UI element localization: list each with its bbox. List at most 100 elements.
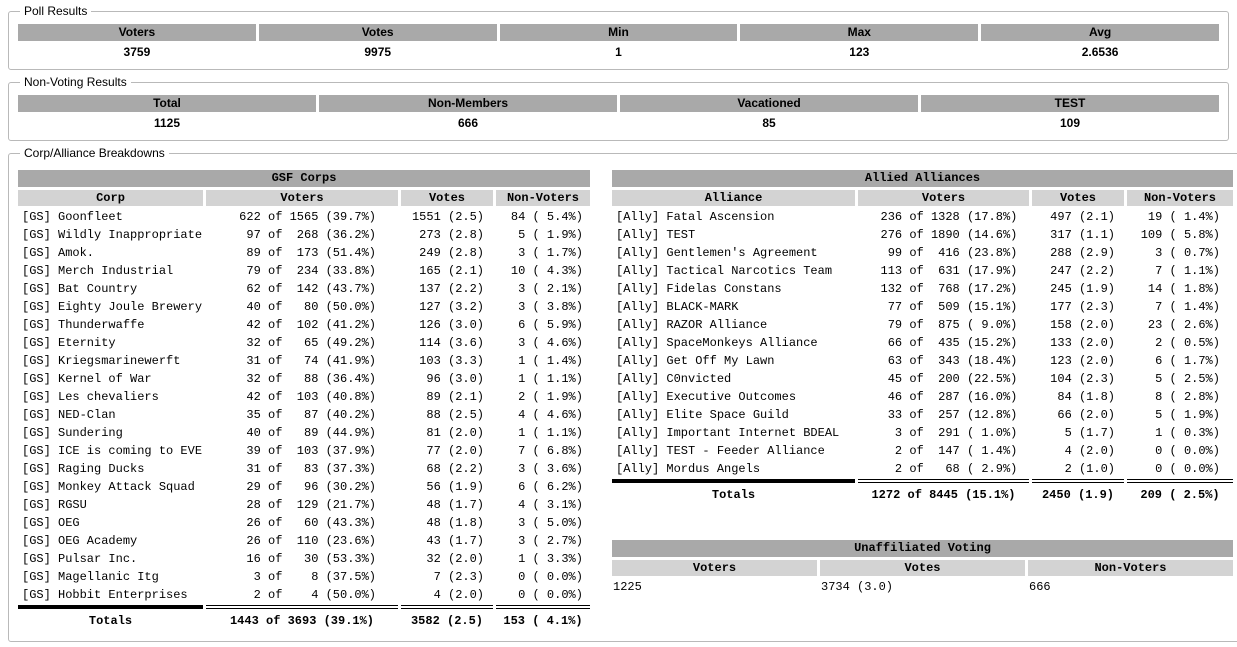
value-cell: 43 (1.7) (411, 534, 484, 548)
totals-value: 3582 (2.5) (401, 605, 493, 632)
name-cell: [Ally] Executive Outcomes (616, 390, 797, 404)
table-row: [GS] Eighty Joule Brewery 40 of 80 (50.0… (18, 298, 590, 316)
stat-column-header: Avg (981, 24, 1219, 41)
unaffiliated-voting-table: Unaffiliated Voting Voters Votes Non-Voter… (612, 540, 1233, 596)
table-row: [GS] RGSU 28 of 129 (21.7%) 48 (1.7) 4 (… (18, 496, 590, 514)
value-cell: 89 of 173 (51.4%) (231, 246, 377, 260)
non-voting-results-table: Total Non-Members Vacationed TEST 1125 666 85… (18, 95, 1219, 131)
column-header: Voters (206, 190, 398, 206)
value-cell: 46 of 287 (16.0%) (873, 390, 1018, 404)
name-cell: [Ally] Elite Space Guild (616, 408, 789, 422)
table-row: [GS] Kriegsmarinewerft 31 of 74 (41.9%) … (18, 352, 590, 370)
value-cell: 77 of 509 (15.1%) (873, 300, 1018, 314)
name-cell: [GS] Kriegsmarinewerft (22, 354, 181, 368)
value-cell: 113 of 631 (17.9%) (873, 264, 1018, 278)
value-cell: 97 of 268 (36.2%) (231, 228, 377, 242)
column-header: Votes (401, 190, 493, 206)
table-row: [Ally] TEST 276 of 1890 (14.6%) 317 (1.1… (612, 226, 1233, 244)
value-cell: 317 (1.1) (1042, 228, 1115, 242)
value-cell: 6 ( 5.9%) (503, 318, 583, 332)
value-cell: 35 of 87 (40.2%) (231, 408, 377, 422)
table-body: [Ally] Fatal Ascension 236 of 1328 (17.8… (612, 208, 1233, 506)
stat-header-row: Total Non-Members Vacationed TEST (18, 95, 1219, 112)
value-cell: 666 (1029, 580, 1051, 594)
value-cell: 42 of 102 (41.2%) (231, 318, 377, 332)
column-header-row: Voters Votes Non-Voters (612, 560, 1233, 576)
value-cell: 81 (2.0) (411, 426, 484, 440)
value-cell: 3 ( 1.7%) (503, 246, 583, 260)
stat-value: 9975 (364, 45, 392, 59)
value-cell: 28 of 129 (21.7%) (231, 498, 377, 512)
table-row: [GS] Bat Country 62 of 142 (43.7%) 137 (… (18, 280, 590, 298)
stat-value-row: 1125 666 85 109 (18, 114, 1219, 131)
name-cell: [Ally] Gentlemen's Agreement (616, 246, 818, 260)
table-row: [GS] Hobbit Enterprises 2 of 4 (50.0%) 4… (18, 586, 590, 604)
name-cell: [GS] Monkey Attack Squad (22, 480, 195, 494)
value-cell: 622 of 1565 (39.7%) (231, 210, 377, 224)
name-cell: [GS] Wildly Inappropriate (22, 228, 203, 242)
value-cell: 7 (2.3) (411, 570, 484, 584)
value-cell: 5 ( 2.5%) (1140, 372, 1220, 386)
totals-row: Totals 1443 of 3693 (39.1%) 3582 (2.5) 153 … (18, 605, 590, 632)
value-cell: 33 of 257 (12.8%) (873, 408, 1018, 422)
stat-value: 85 (762, 116, 776, 130)
value-cell: 3 ( 3.6%) (503, 462, 583, 476)
non-voting-results-fieldset: Non-Voting Results Total Non-Members Vacat… (8, 75, 1229, 141)
column-header: Votes (1032, 190, 1124, 206)
name-cell: [GS] Raging Ducks (22, 462, 145, 476)
value-cell: 79 of 875 ( 9.0%) (873, 318, 1018, 332)
table-row: [Ally] RAZOR Alliance 79 of 875 ( 9.0%) … (612, 316, 1233, 334)
stat-header-row: Voters Votes Min Max Avg (18, 24, 1219, 41)
value-cell: 5 ( 1.9%) (1140, 408, 1220, 422)
value-cell: 84 ( 5.4%) (503, 210, 583, 224)
name-cell: [Ally] TEST (616, 228, 696, 242)
stat-value: 3759 (123, 45, 151, 59)
table-row: 1225 3734 (3.0) 666 (612, 578, 1233, 596)
stat-value: 1 (615, 45, 622, 59)
value-cell: 26 of 60 (43.3%) (231, 516, 377, 530)
gsf-corps-table: GSF Corps Corp Voters Votes Non-Voters [GS]… (18, 170, 590, 632)
value-cell: 40 of 89 (44.9%) (231, 426, 377, 440)
value-cell: 247 (2.2) (1042, 264, 1115, 278)
value-cell: 68 (2.2) (411, 462, 484, 476)
value-cell: 103 (3.3) (411, 354, 484, 368)
name-cell: [GS] OEG (22, 516, 80, 530)
table-row: [GS] Pulsar Inc. 16 of 30 (53.3%) 32 (2.… (18, 550, 590, 568)
column-header: Corp (18, 190, 203, 206)
value-cell: 26 of 110 (23.6%) (231, 534, 377, 548)
value-cell: 1551 (2.5) (411, 210, 484, 224)
value-cell: 19 ( 1.4%) (1140, 210, 1220, 224)
value-cell: 3 of 8 (37.5%) (231, 570, 377, 584)
table-row: [GS] OEG Academy 26 of 110 (23.6%) 43 (1… (18, 532, 590, 550)
value-cell: 7 ( 1.1%) (1140, 264, 1220, 278)
stat-value: 109 (1059, 116, 1081, 130)
column-header: Alliance (612, 190, 855, 206)
value-cell: 0 ( 0.0%) (1140, 462, 1220, 476)
table-row: [GS] Monkey Attack Squad 29 of 96 (30.2%… (18, 478, 590, 496)
name-cell: [Ally] TEST - Feeder Alliance (616, 444, 825, 458)
name-cell: [Ally] Important Internet BDEAL (616, 426, 840, 440)
value-cell: 16 of 30 (53.3%) (231, 552, 377, 566)
name-cell: [Ally] SpaceMonkeys Alliance (616, 336, 818, 350)
value-cell: 2 of 147 ( 1.4%) (873, 444, 1018, 458)
stat-column-header: Min (499, 24, 738, 41)
value-cell: 273 (2.8) (411, 228, 484, 242)
value-cell: 1 ( 1.4%) (503, 354, 583, 368)
value-cell: 66 of 435 (15.2%) (873, 336, 1018, 350)
name-cell: [GS] Merch Industrial (22, 264, 174, 278)
value-cell: 3734 (3.0) (821, 580, 894, 594)
totals-label: Totals (612, 479, 855, 506)
table-row: [GS] NED-Clan 35 of 87 (40.2%) 88 (2.5) … (18, 406, 590, 424)
table-row: [GS] Magellanic Itg 3 of 8 (37.5%) 7 (2.… (18, 568, 590, 586)
value-cell: 5 (1.7) (1042, 426, 1115, 440)
table-row: [GS] Thunderwaffe 42 of 102 (41.2%) 126 … (18, 316, 590, 334)
value-cell: 99 of 416 (23.8%) (873, 246, 1018, 260)
value-cell: 1 ( 0.3%) (1140, 426, 1220, 440)
value-cell: 4 ( 4.6%) (503, 408, 583, 422)
poll-results-legend: Poll Results (24, 4, 88, 18)
table-row: [Ally] Executive Outcomes 46 of 287 (16.… (612, 388, 1233, 406)
value-cell: 77 (2.0) (411, 444, 484, 458)
name-cell: [GS] RGSU (22, 498, 87, 512)
breakdowns-fieldset: Corp/Alliance Breakdowns GSF Corps Corp V… (8, 146, 1237, 642)
allied-alliances-table: Allied Alliances Alliance Voters Votes Non-… (612, 170, 1233, 506)
